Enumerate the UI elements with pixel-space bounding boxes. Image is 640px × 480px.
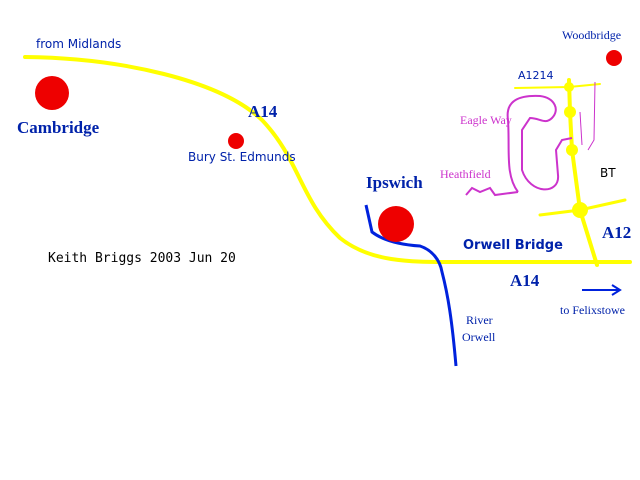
credit: Keith Briggs 2003 Jun 20 (48, 251, 236, 266)
label: Ipswich (366, 173, 423, 192)
arrow (582, 284, 622, 296)
label: Heathfield (440, 167, 491, 181)
junction (572, 202, 588, 218)
town-woodbridge (606, 50, 622, 66)
junction (566, 144, 578, 156)
label: A14 (248, 102, 278, 121)
minor-road (587, 81, 596, 151)
town-cambridge (35, 76, 69, 110)
label: Orwell Bridge (463, 238, 563, 253)
towns (35, 50, 622, 242)
town-ipswich (378, 206, 414, 242)
label: Cambridge (17, 118, 100, 137)
junctions (564, 82, 588, 218)
heathfield-road (465, 186, 519, 197)
label: A1214 (518, 69, 554, 82)
label: Orwell (462, 330, 496, 344)
junction (564, 106, 576, 118)
label: A12 (602, 223, 631, 242)
bt-roads (579, 81, 596, 151)
label: River (466, 313, 493, 327)
label: BT (600, 166, 616, 180)
junction (564, 82, 574, 92)
label: to Felixstowe (560, 303, 625, 317)
minor-road (579, 111, 583, 146)
label: Eagle Way (460, 113, 512, 127)
town-bury (228, 133, 244, 149)
label: from Midlands (36, 37, 121, 51)
road-a14 (23, 55, 632, 264)
label: Woodbridge (562, 28, 621, 42)
label: Bury St. Edmunds (188, 150, 296, 164)
minor-roads (465, 94, 573, 197)
arrow-felixstowe (582, 284, 622, 296)
label: A14 (510, 271, 540, 290)
eagle-way-road (506, 94, 573, 193)
